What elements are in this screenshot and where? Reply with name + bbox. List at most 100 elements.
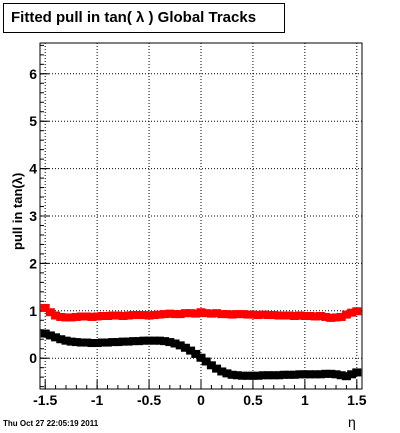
data-point — [212, 309, 222, 318]
data-point — [217, 310, 227, 319]
data-point — [212, 364, 222, 373]
y-tick-label: 4 — [29, 161, 37, 177]
data-point — [238, 371, 248, 380]
data-point — [51, 311, 61, 320]
x-tick-label: 0.5 — [243, 392, 263, 408]
data-point — [305, 312, 315, 321]
data-point — [331, 313, 341, 322]
data-point — [45, 331, 55, 340]
data-point — [186, 346, 196, 355]
data-point — [284, 311, 294, 320]
data-point — [310, 312, 320, 321]
data-point — [321, 312, 331, 321]
data-point — [300, 370, 310, 379]
data-point — [253, 371, 263, 380]
data-point — [269, 311, 279, 320]
data-point — [66, 337, 76, 346]
data-point — [45, 308, 55, 317]
data-point — [279, 311, 289, 320]
data-point — [170, 310, 180, 319]
timestamp-footer: Thu Oct 27 22:05:19 2011 — [3, 419, 99, 428]
data-point — [336, 312, 346, 321]
data-point — [160, 310, 170, 319]
data-point — [341, 310, 351, 319]
data-point — [264, 311, 274, 320]
data-point — [56, 312, 66, 321]
data-point — [248, 310, 258, 319]
x-tick-label: 0 — [197, 392, 205, 408]
data-point — [123, 337, 133, 346]
y-tick-label: 2 — [29, 255, 37, 271]
data-point — [175, 341, 185, 350]
data-point — [315, 312, 325, 321]
data-point — [165, 309, 175, 318]
data-point — [243, 371, 253, 380]
y-tick-label: 5 — [29, 113, 37, 129]
data-point — [144, 311, 154, 320]
data-point — [201, 309, 211, 318]
data-point — [310, 370, 320, 379]
data-point — [258, 371, 268, 380]
data-point — [191, 349, 201, 358]
x-tick-label: -0.5 — [137, 392, 161, 408]
data-point — [134, 337, 144, 346]
data-point — [92, 339, 102, 348]
y-tick-label: 3 — [29, 208, 37, 224]
data-point — [336, 371, 346, 380]
series-group — [40, 303, 362, 322]
y-tick-label: 6 — [29, 66, 37, 82]
data-point — [258, 310, 268, 319]
data-point — [118, 312, 128, 321]
data-point — [113, 311, 123, 320]
data-series — [40, 303, 362, 381]
data-point — [87, 312, 97, 321]
data-point — [315, 370, 325, 379]
data-point — [149, 311, 159, 320]
data-point — [300, 312, 310, 321]
grid-lines — [40, 43, 362, 389]
data-point — [71, 312, 81, 321]
x-tick-label: -1.5 — [33, 392, 57, 408]
y-tick-labels: 0 1 2 3 4 5 6 — [29, 66, 37, 366]
data-point — [165, 338, 175, 347]
data-point — [139, 311, 149, 320]
data-point — [232, 371, 242, 380]
data-point — [118, 337, 128, 346]
y-tick-label: 0 — [29, 350, 37, 366]
data-point — [326, 313, 336, 322]
data-point — [154, 336, 164, 345]
data-point — [201, 357, 211, 366]
data-point — [186, 309, 196, 318]
data-point — [92, 312, 102, 321]
data-point — [305, 370, 315, 379]
data-point — [87, 339, 97, 348]
data-point — [128, 311, 138, 320]
data-point — [222, 369, 232, 378]
data-point — [40, 303, 50, 312]
data-point — [284, 370, 294, 379]
data-point — [347, 308, 357, 317]
data-point — [103, 312, 113, 321]
data-point — [61, 313, 71, 322]
data-point — [352, 368, 362, 377]
data-point — [217, 367, 227, 376]
data-point — [149, 336, 159, 345]
data-point — [139, 336, 149, 345]
data-point — [253, 311, 263, 320]
data-point — [51, 333, 61, 342]
x-tick-label: 1 — [301, 392, 309, 408]
data-point — [232, 310, 242, 319]
data-point — [97, 312, 107, 321]
data-point — [243, 310, 253, 319]
data-point — [341, 372, 351, 381]
data-point — [71, 338, 81, 347]
data-point — [170, 339, 180, 348]
data-point — [154, 310, 164, 319]
data-point — [77, 312, 87, 321]
data-point — [227, 310, 237, 319]
data-point — [206, 309, 216, 318]
data-point — [274, 311, 284, 320]
data-point — [289, 312, 299, 321]
data-point — [326, 369, 336, 378]
data-point — [82, 338, 92, 347]
